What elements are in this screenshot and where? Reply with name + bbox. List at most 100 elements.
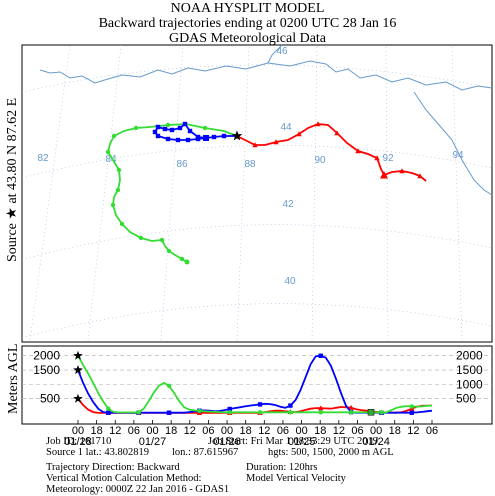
trajectory-marker xyxy=(162,126,168,132)
trajectory-marker xyxy=(165,122,171,128)
trajectory-marker xyxy=(355,148,361,154)
trajectory-marker xyxy=(202,125,208,131)
trajectory-marker xyxy=(318,353,323,358)
map-frame xyxy=(21,44,493,343)
date-label: 01/27 xyxy=(139,436,167,448)
source-lon: lon.: 87.615967 xyxy=(172,447,239,458)
x-tick-label: 06 xyxy=(426,425,438,437)
longitude-label: 86 xyxy=(176,159,188,170)
profile-origin-marker xyxy=(367,409,375,416)
trajectory-marker xyxy=(288,410,293,415)
trajectory-marker xyxy=(116,167,122,173)
trajectory-marker xyxy=(334,130,340,136)
trajectory-marker xyxy=(152,129,158,135)
longitude-label: 92 xyxy=(382,153,394,164)
x-tick-label: 00 xyxy=(72,425,84,437)
parallel-line xyxy=(21,64,493,93)
country-border xyxy=(413,91,493,196)
y-tick-label-right: 1000 xyxy=(456,377,483,391)
trajectory-marker xyxy=(315,121,321,127)
chart-subtitle: Backward trajectories ending at 0200 UTC… xyxy=(98,16,397,31)
meridian-line xyxy=(311,44,318,341)
country-border xyxy=(267,44,283,64)
x-tick-label: 00 xyxy=(370,425,382,437)
trajectory-marker xyxy=(227,406,232,412)
meteorology: Meteorology: 0000Z 22 Jan 2016 - GDAS1 xyxy=(46,484,230,495)
trajectory-marker xyxy=(185,137,191,143)
x-tick-label: 12 xyxy=(109,425,121,437)
country-border xyxy=(187,60,327,72)
longitude-label: 94 xyxy=(452,150,464,161)
country-border xyxy=(325,63,493,91)
x-tick-label: 06 xyxy=(277,425,289,437)
country-border xyxy=(39,69,109,84)
trajectory-direction: Trajectory Direction: Backward xyxy=(46,462,180,473)
date-label: 01/28 xyxy=(64,436,92,448)
date-label: 01/26 xyxy=(213,436,241,448)
source-longitude: 87.62 E xyxy=(5,97,20,142)
trajectory-marker xyxy=(175,137,181,143)
meridian-line xyxy=(385,44,389,341)
trajectory-marker xyxy=(166,410,172,415)
trajectory-marker xyxy=(257,410,263,415)
x-tick-label: 18 xyxy=(314,425,326,437)
trajectory-marker xyxy=(399,168,405,174)
trajectory-marker xyxy=(111,133,117,139)
parallel-line xyxy=(21,224,493,261)
trajectory-marker xyxy=(296,131,302,137)
x-tick-label: 06 xyxy=(128,425,140,437)
y-tick-label-right: 2000 xyxy=(456,349,483,363)
profile-source-star xyxy=(73,393,83,403)
longitude-label: 82 xyxy=(37,153,49,164)
trajectory-marker xyxy=(169,127,175,133)
source-marker xyxy=(231,130,243,141)
map-grid: 82 84 86 88 90 92 94 46 44 42 40 xyxy=(21,44,493,341)
x-tick-label: 00 xyxy=(221,425,233,437)
duration: Duration: 120hrs xyxy=(246,462,318,473)
trajectory-marker xyxy=(318,410,323,415)
trajectory-marker xyxy=(197,408,202,414)
x-tick-label: 18 xyxy=(389,425,401,437)
trajectory-marker xyxy=(138,235,144,241)
trajectory-marker xyxy=(165,136,171,142)
trajectory-marker xyxy=(119,221,125,227)
trajectory-marker xyxy=(105,149,111,155)
trajectory-marker xyxy=(182,121,188,127)
trajectory-marker xyxy=(106,406,111,411)
x-tick-label: 12 xyxy=(184,425,196,437)
source-lat: Source 1 lat.: 43.802819 xyxy=(46,447,149,458)
x-tick-label: 18 xyxy=(91,425,103,437)
trajectory-marker xyxy=(348,404,354,410)
source-label-at: at xyxy=(5,193,20,204)
map-borders xyxy=(39,44,493,196)
data-source-label: GDAS Meteorological Data xyxy=(168,31,327,46)
latitude-label: 46 xyxy=(276,46,288,57)
trajectory-marker xyxy=(257,402,263,407)
trajectory-marker xyxy=(187,128,193,134)
trajectory-marker xyxy=(159,237,165,243)
trajectory-marker xyxy=(221,133,227,139)
meridian-line xyxy=(160,44,184,341)
trajectory-marker xyxy=(184,259,190,265)
trajectory-marker xyxy=(179,256,185,262)
longitude-label: 88 xyxy=(244,159,256,170)
longitude-label: 84 xyxy=(105,154,117,165)
trajectory-marker xyxy=(177,125,183,131)
x-tick-label: 00 xyxy=(146,425,158,437)
trajectory-marker xyxy=(110,202,116,208)
source-star xyxy=(231,130,243,141)
trajectory-marker xyxy=(211,134,217,140)
trajectory-marker xyxy=(106,410,111,415)
meridian-line xyxy=(236,44,250,341)
x-tick-label: 06 xyxy=(202,425,214,437)
longitude-label: 90 xyxy=(314,155,326,166)
trajectory-marker xyxy=(379,410,384,415)
trajectory-marker xyxy=(115,187,121,193)
profile-source-star xyxy=(73,365,83,375)
trajectory-marker xyxy=(155,124,161,130)
trajectory-marker xyxy=(203,135,209,141)
trajectory-marker xyxy=(409,404,414,409)
y-tick-label-right: 500 xyxy=(456,392,476,406)
